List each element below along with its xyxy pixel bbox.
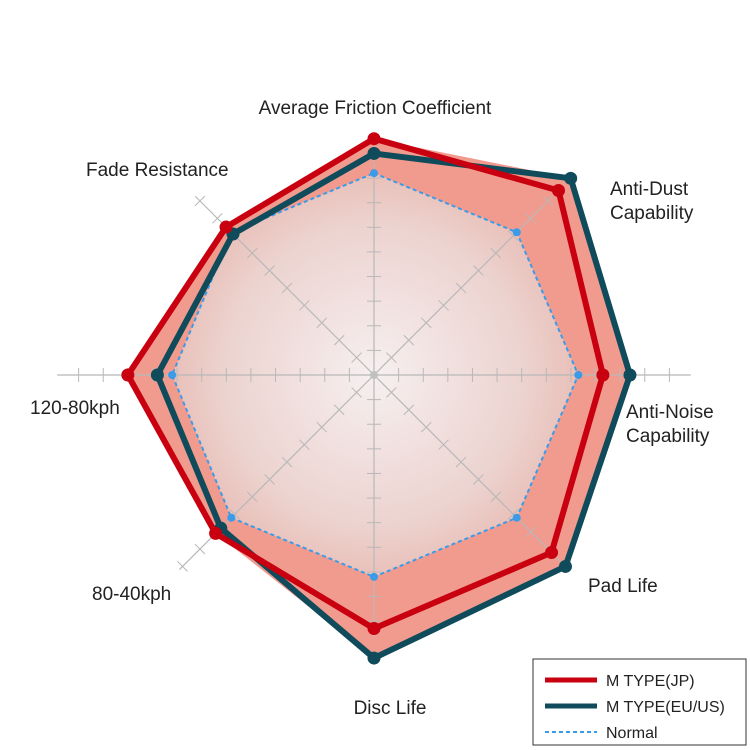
data-point-eu-us-k120_80 [150,368,164,382]
data-point-normal-pad_life [512,513,521,522]
data-point-normal-noise [574,371,583,379]
data-point-jp-k120_80 [121,368,135,382]
axis-tick-dust [438,300,449,311]
axis-labels: Average Friction Coefficient Anti-Dust Cap… [30,98,714,719]
axis-label-friction: Average Friction Coefficient [259,98,492,119]
series-layer [121,132,637,665]
legend-box [532,658,747,746]
axis-label-dust: Anti-Dust Capability [610,179,694,224]
legend-label-jp: M TYPE(JP) [606,673,695,690]
axis-label-noise: Anti-Noise Capability [626,402,714,447]
axis-tick-k80_40 [177,561,188,572]
axis-line-pad_life [373,374,570,571]
axis-tick-fade [351,352,362,363]
axis-tick-dust [542,195,554,207]
axis-tick-pad_life [525,526,536,537]
axis-tick-fade [264,265,275,276]
axis-tick-pad_life [507,508,519,520]
data-point-normal-k80_40 [227,513,236,522]
axis-tick-pad_life [403,404,415,416]
legend-label-eu-us: M TYPE(EU/US) [606,699,725,716]
axis-tick-pad_life [386,387,397,398]
data-point-normal-friction [370,169,378,178]
legend: M TYPE(JP) M TYPE(EU/US) Normal [532,658,747,746]
data-point-jp-disc_life [367,622,381,636]
data-point-jp-dust [552,183,566,197]
axis-line-dust [373,195,554,376]
data-point-jp-fade [219,220,233,234]
data-point-jp-k80_40 [209,526,223,540]
axis-tick-dust [455,282,467,294]
axis-tick-k80_40 [351,387,362,398]
data-point-normal-dust [512,228,521,237]
axis-label-disc_life: Disc Life [354,698,427,719]
axis-tick-dust [473,265,484,276]
axis-tick-k80_40 [246,491,258,503]
data-point-eu-us-dust [564,171,578,185]
data-point-eu-us-noise [623,368,637,382]
axis-tick-pad_life [455,456,467,468]
axis-label-pad_life: Pad Life [588,576,658,597]
data-point-jp-pad_life [545,546,559,560]
data-point-eu-us-friction [367,146,381,160]
axis-tick-fade [281,282,293,294]
axis-label-fade: Fade Resistance [86,160,229,181]
axis-tick-pad_life [420,421,432,433]
axis-label-k80_40: 80-40kph [92,584,171,605]
axis-tick-fade [194,195,206,207]
axis-tick-dust [490,247,502,259]
data-point-jp-noise [596,368,610,382]
axis-tick-dust [403,334,415,346]
axis-tick-fade [246,247,258,259]
axis-tick-dust [525,213,536,224]
axis-tick-k80_40 [316,421,328,433]
axis-tick-k80_40 [281,456,293,468]
filled-area-layer [127,138,630,659]
axis-tick-pad_life [438,439,449,450]
data-point-eu-us-disc_life [367,651,381,665]
axis-label-k120_80: 120-80kph [30,398,120,419]
axis-tick-k80_40 [229,508,241,520]
axis-tick-k80_40 [264,474,275,485]
data-point-normal-k120_80 [168,371,177,379]
axis-tick-k80_40 [194,543,206,555]
axis-tick-fade [333,334,345,346]
axis-tick-dust [386,352,397,363]
axis-tick-k80_40 [333,404,345,416]
axis-tick-pad_life [490,491,502,503]
axis-tick-fade [299,300,310,311]
axis-tick-dust [420,317,432,329]
legend-label-normal: Normal [606,725,658,742]
data-point-eu-us-pad_life [558,559,572,573]
axis-tick-fade [212,213,223,224]
chart-center-point [370,371,378,379]
axis-tick-dust [507,230,519,242]
axis-tick-pad_life [473,474,484,485]
axis-tick-k80_40 [299,439,310,450]
data-point-jp-friction [367,132,381,146]
data-point-normal-disc_life [370,572,378,581]
axis-tick-fade [316,317,328,329]
